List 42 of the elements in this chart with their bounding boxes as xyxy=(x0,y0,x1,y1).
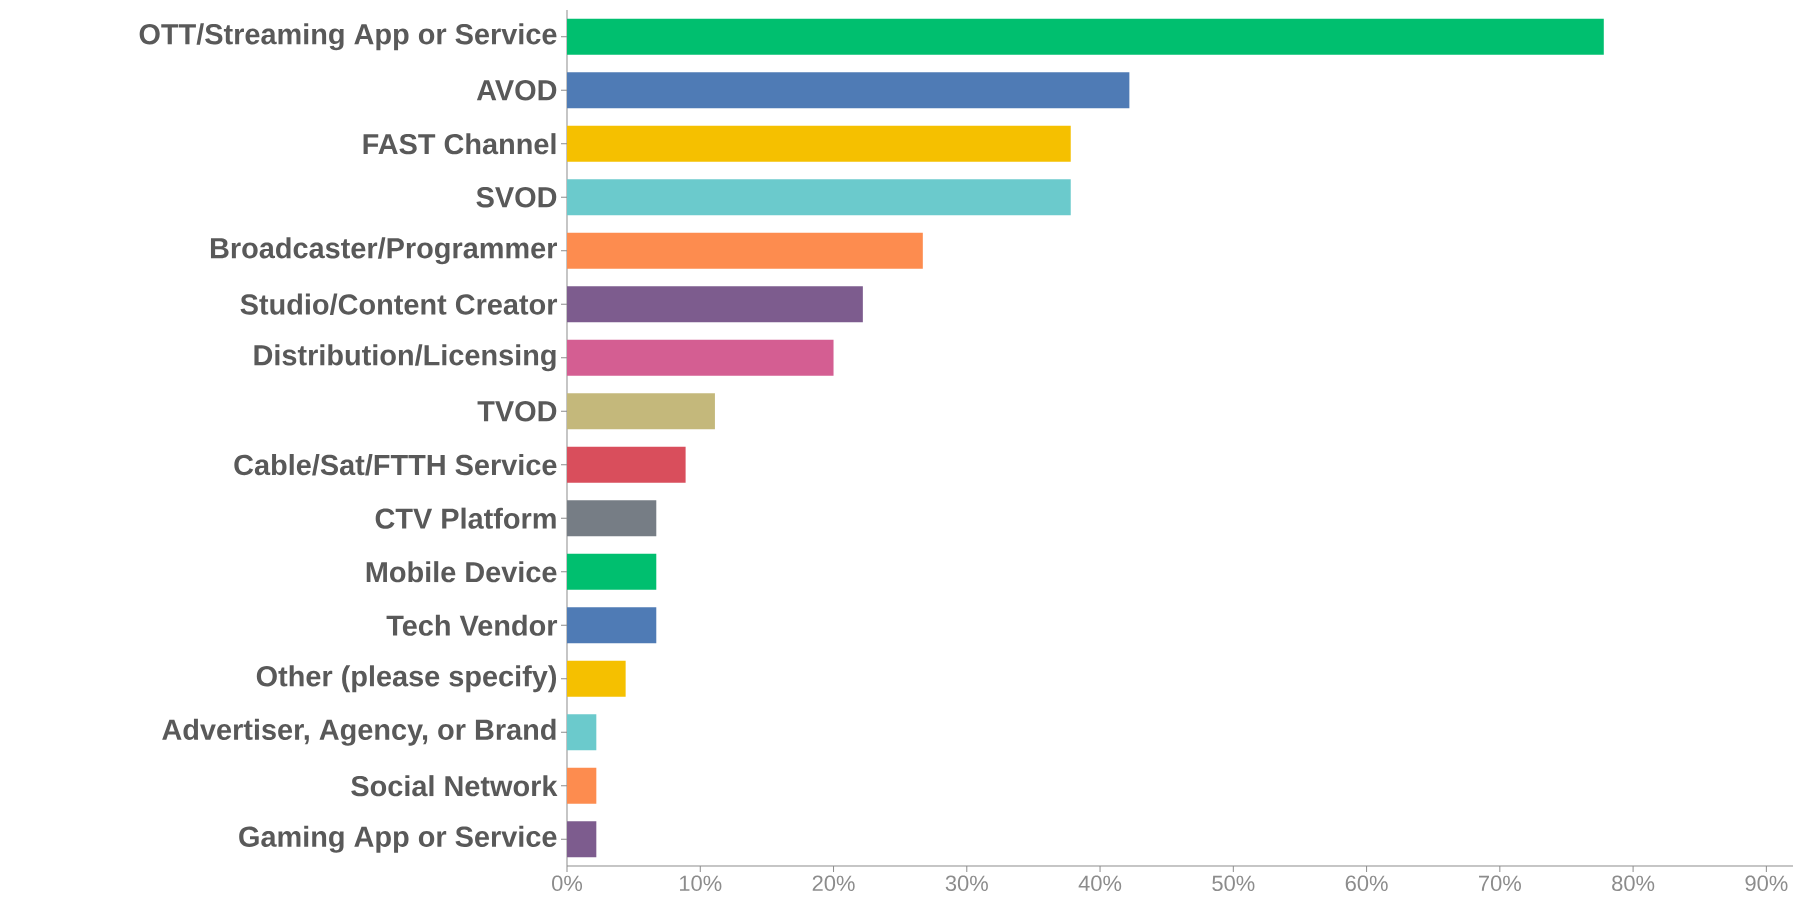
bar xyxy=(567,821,597,858)
bar xyxy=(567,500,657,537)
bar xyxy=(567,179,1071,216)
bar xyxy=(567,339,834,376)
y-tick-label: Cable/Sat/FTTH Service xyxy=(234,453,557,476)
bar xyxy=(567,767,597,804)
bar xyxy=(567,446,686,483)
bar xyxy=(567,660,626,697)
y-tick-label: OTT/Streaming App or Service xyxy=(139,23,557,51)
x-tick-label: 0% xyxy=(552,875,583,892)
y-tick-label: Broadcaster/Programmer xyxy=(210,237,558,265)
x-tick-label: 10% xyxy=(680,875,722,892)
y-tick-label: FAST Channel xyxy=(363,133,556,155)
x-tick-label: 40% xyxy=(1078,875,1122,892)
y-tick-label: AVOD xyxy=(476,80,557,101)
x-tick-label: 20% xyxy=(812,875,855,892)
y-tick-label: Social Network xyxy=(351,775,558,797)
bar xyxy=(567,286,863,323)
y-tick-label: TVOD xyxy=(477,401,557,422)
x-tick-label: 30% xyxy=(945,875,988,892)
y-tick-label: Gaming App or Service xyxy=(239,825,557,853)
bar xyxy=(567,607,657,644)
bar xyxy=(567,232,923,269)
y-tick-label: CTV Platform xyxy=(375,507,556,529)
x-tick-label: 60% xyxy=(1345,875,1388,892)
y-tick-label: Tech Vendor xyxy=(386,614,558,636)
x-tick-label: 80% xyxy=(1612,875,1655,892)
bar xyxy=(567,125,1071,162)
y-tick-label: Mobile Device xyxy=(366,561,557,583)
y-tick-label: Studio/Content Creator xyxy=(240,293,558,315)
x-tick-label: 50% xyxy=(1212,875,1255,892)
bar xyxy=(567,393,715,430)
bar xyxy=(567,553,657,590)
bar xyxy=(567,714,597,751)
bar xyxy=(567,72,1130,109)
bar xyxy=(567,18,1604,55)
y-tick-label: Advertiser, Agency, or Brand xyxy=(162,718,556,746)
y-tick-label: Other (please specify) xyxy=(256,665,557,693)
y-tick-label: Distribution/Licensing xyxy=(254,344,556,372)
y-tick-label: SVOD xyxy=(476,187,557,208)
x-tick-label: 90% xyxy=(1745,875,1788,892)
x-tick-label: 70% xyxy=(1479,875,1521,892)
